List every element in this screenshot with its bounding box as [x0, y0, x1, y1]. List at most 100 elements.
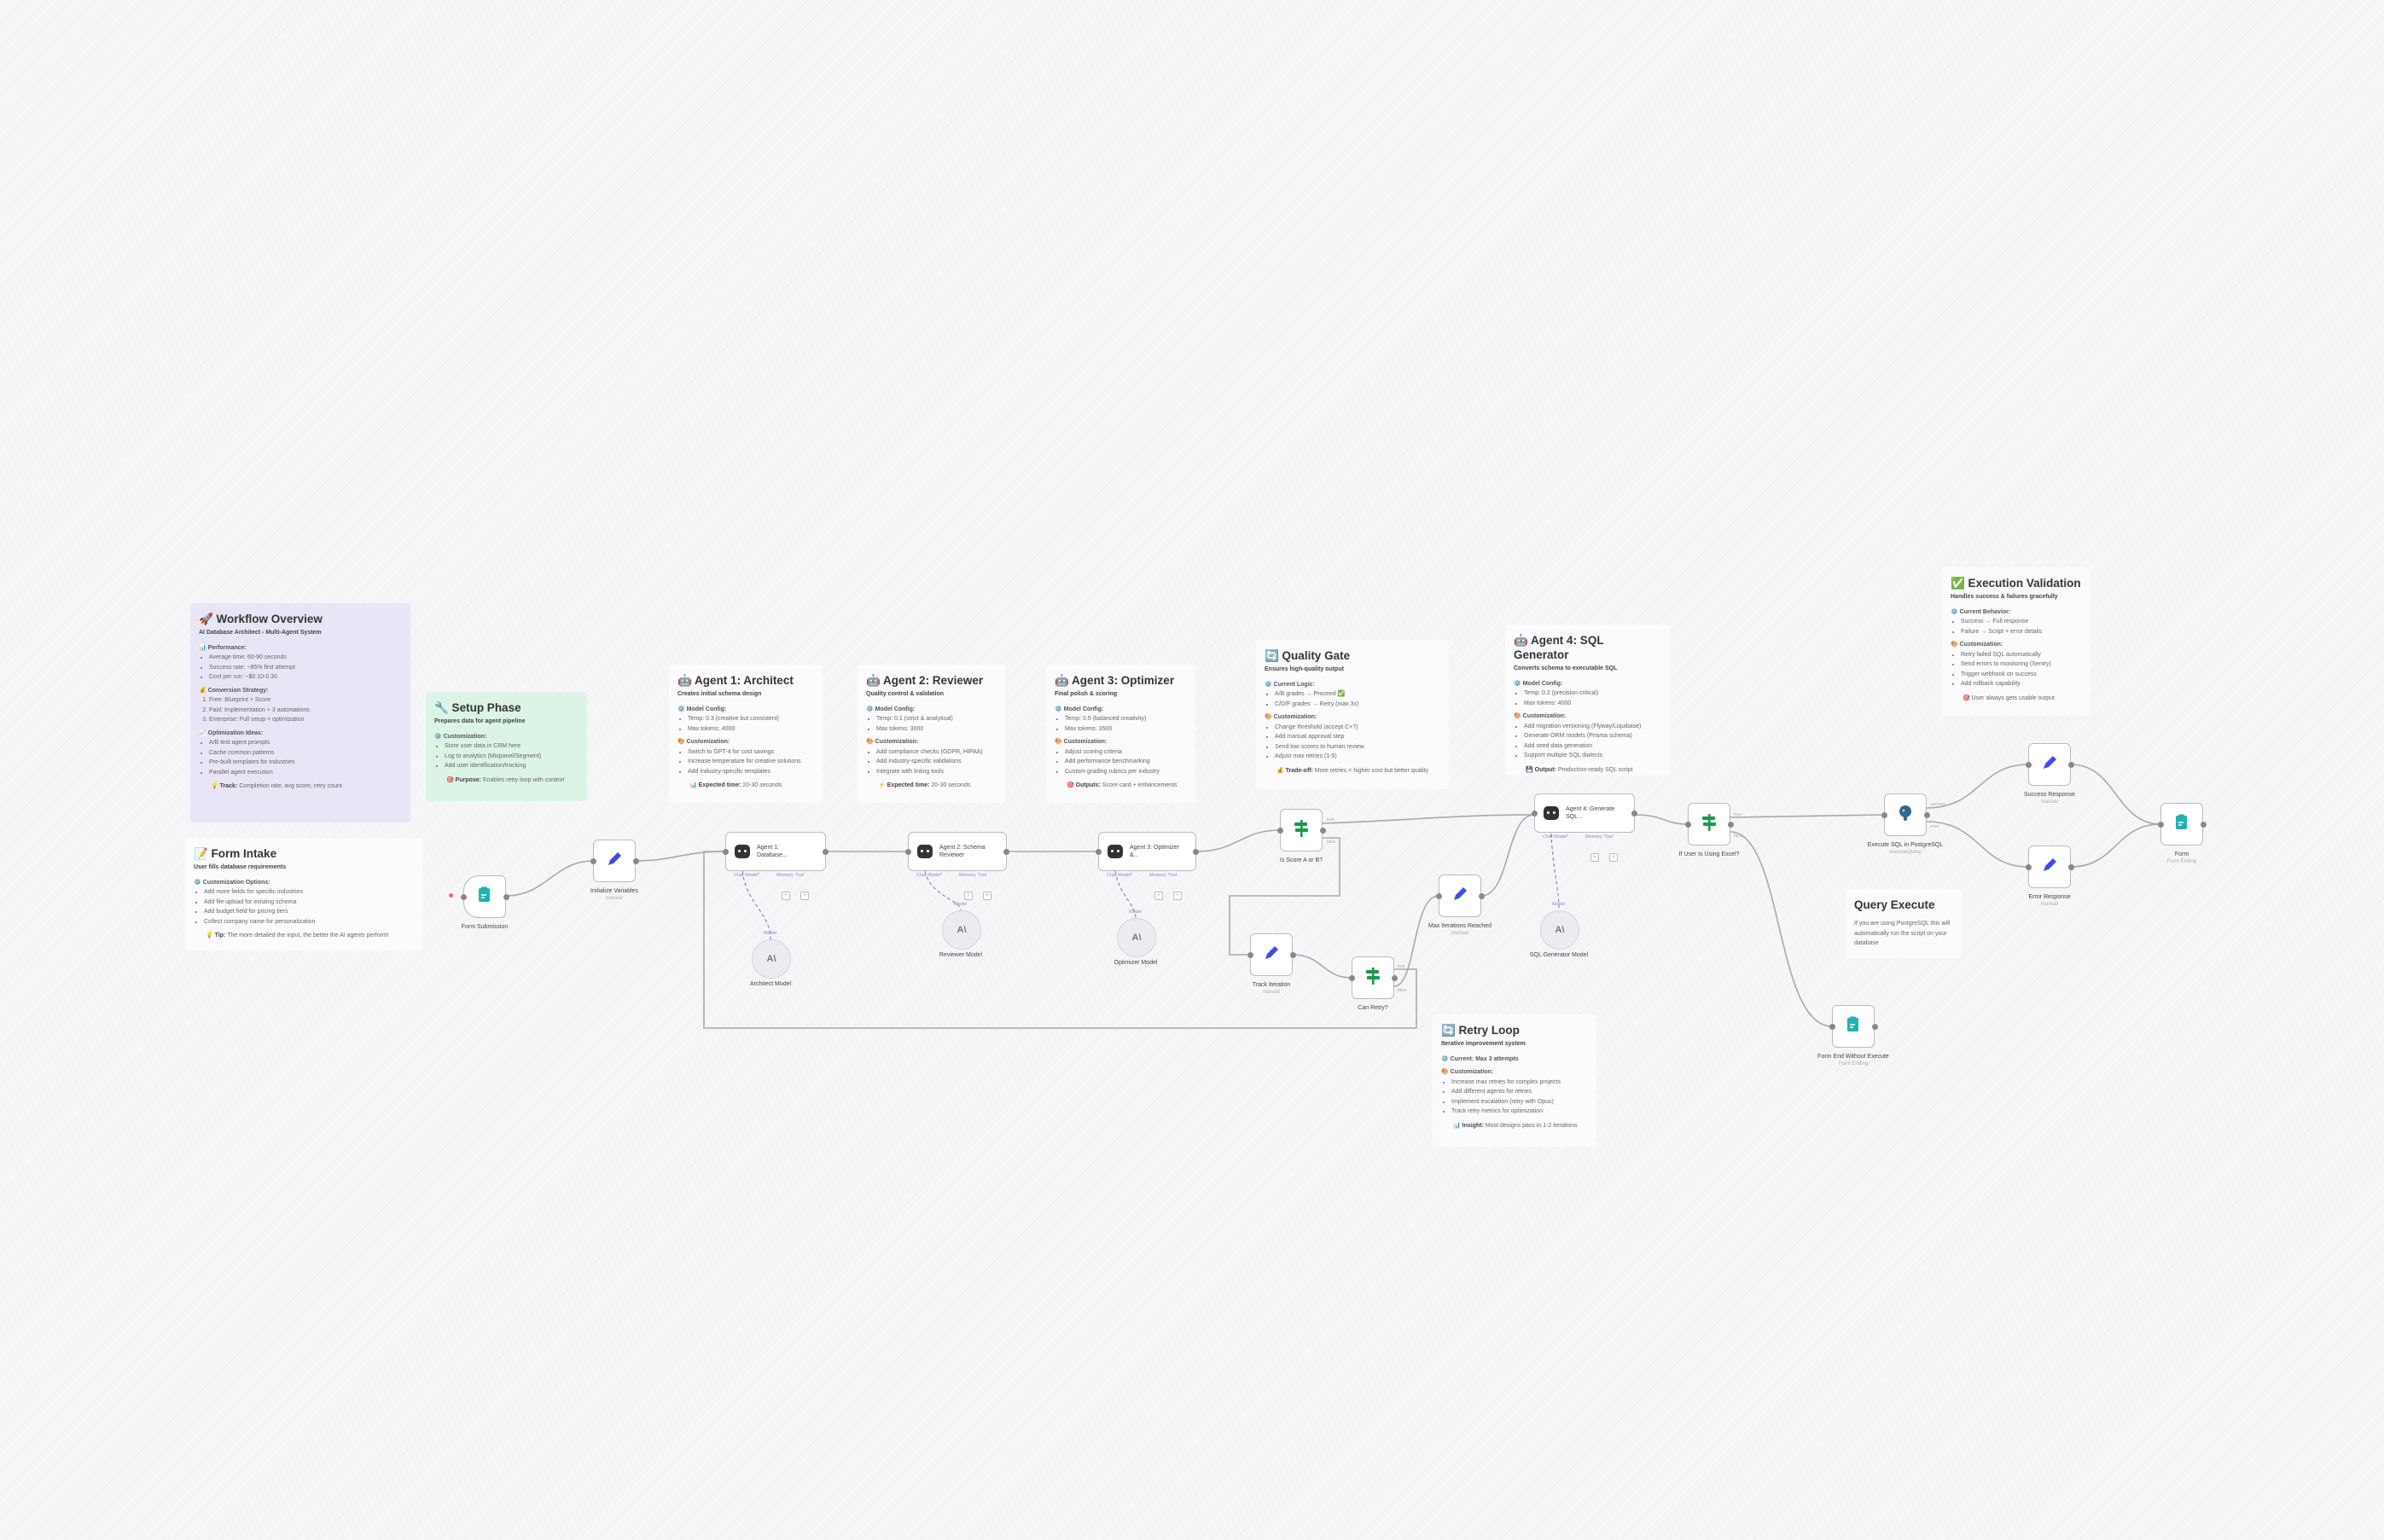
- output-handle[interactable]: [1003, 849, 1009, 855]
- port-chat-model[interactable]: Chat Model*: [916, 873, 943, 878]
- node-form-end[interactable]: [2160, 803, 2203, 846]
- sticky-note-setup[interactable]: 🔧 Setup Phase Prepares data for agent pip…: [426, 692, 587, 801]
- input-handle[interactable]: [1532, 811, 1538, 816]
- list-item: Average time: 60-90 seconds: [209, 653, 402, 663]
- input-handle[interactable]: [1881, 812, 1887, 818]
- sticky-note-overview[interactable]: 🚀 Workflow Overview AI Database Architect…: [190, 603, 410, 822]
- node-execute-sql[interactable]: [1884, 793, 1927, 836]
- node-can-retry[interactable]: [1352, 956, 1394, 999]
- input-handle[interactable]: [1277, 828, 1283, 834]
- node-if-user[interactable]: [1688, 803, 1730, 846]
- model-node-agent4[interactable]: A\: [1540, 910, 1579, 950]
- add-tool-button[interactable]: +: [1609, 853, 1618, 862]
- output-handle[interactable]: [1320, 828, 1326, 834]
- output-handle[interactable]: [1728, 822, 1734, 828]
- output-handle[interactable]: [1290, 952, 1296, 958]
- node-form-end-noexec[interactable]: [1832, 1005, 1875, 1048]
- port-tool[interactable]: Tool: [978, 873, 987, 878]
- input-handle[interactable]: [1829, 1024, 1835, 1030]
- edge-init-to-agent1: [635, 851, 726, 862]
- output-handle[interactable]: [633, 858, 639, 864]
- sticky-note-agent1[interactable]: 🤖 Agent 1: Architect Creates initial sche…: [669, 665, 823, 803]
- list-item: Add user identification/tracking: [445, 761, 579, 771]
- output-handle[interactable]: [1924, 812, 1930, 818]
- node-label: Initialize Variables manual: [555, 887, 674, 903]
- add-memory-button[interactable]: +: [964, 892, 973, 900]
- agent-node-agent2[interactable]: Agent 2: Schema Reviewer: [908, 832, 1007, 871]
- output-handle[interactable]: [1872, 1024, 1878, 1030]
- add-tool-button[interactable]: +: [800, 892, 809, 900]
- input-handle[interactable]: [905, 849, 911, 855]
- pencil-icon: [2039, 855, 2060, 880]
- node-label: Form Form Ending: [2122, 851, 2242, 866]
- sticky-footer: 💰 Trade-off: More retries = higher cost …: [1265, 766, 1440, 776]
- port-memory[interactable]: Memory: [959, 873, 976, 878]
- node-success[interactable]: [2028, 743, 2071, 786]
- add-tool-button[interactable]: +: [1173, 892, 1182, 900]
- add-tool-button[interactable]: +: [983, 892, 991, 900]
- footer-label: 🎯 Purpose:: [446, 776, 481, 783]
- port-tool[interactable]: Tool: [795, 873, 805, 878]
- input-handle[interactable]: [590, 858, 596, 864]
- signpost-icon: [1699, 812, 1719, 837]
- input-handle[interactable]: [461, 894, 467, 900]
- node-track[interactable]: [1250, 933, 1293, 976]
- port-chat-model[interactable]: Chat Model*: [1107, 873, 1133, 878]
- sticky-note-quality-gate[interactable]: 🔄 Quality Gate Ensures high-quality outpu…: [1256, 640, 1449, 789]
- output-handle[interactable]: [2068, 864, 2074, 870]
- output-handle[interactable]: [823, 849, 829, 855]
- sticky-note-agent4[interactable]: 🤖 Agent 4: SQL Generator Converts schema …: [1505, 625, 1670, 776]
- node-name: Max Iterations Reached: [1428, 923, 1491, 929]
- add-memory-button[interactable]: +: [1154, 892, 1163, 900]
- output-handle[interactable]: [1193, 849, 1199, 855]
- input-handle[interactable]: [1349, 975, 1355, 981]
- output-handle[interactable]: [503, 894, 509, 900]
- port-memory[interactable]: Memory: [1149, 873, 1166, 878]
- sticky-note-agent3[interactable]: 🤖 Agent 3: Optimizer Final polish & scori…: [1046, 665, 1195, 803]
- output-handle[interactable]: [2068, 762, 2074, 768]
- node-max-iter[interactable]: [1439, 875, 1481, 917]
- port-memory[interactable]: Memory: [1585, 834, 1602, 840]
- input-handle[interactable]: [1436, 893, 1442, 899]
- output-handle[interactable]: [1479, 893, 1485, 899]
- model-node-agent3[interactable]: A\: [1117, 918, 1156, 957]
- sticky-note-query[interactable]: Query Execute If you are using PostgreSQL…: [1846, 889, 1962, 958]
- add-memory-button[interactable]: +: [1590, 853, 1599, 862]
- port-chat-model[interactable]: Chat Model*: [734, 873, 760, 878]
- node-is-score[interactable]: [1280, 809, 1323, 851]
- output-handle[interactable]: [2201, 822, 2207, 828]
- footer-label: 💰 Trade-off:: [1276, 767, 1313, 774]
- node-form-submission[interactable]: [463, 875, 506, 918]
- sticky-note-form-intake[interactable]: 📝 Form Intake User fills database require…: [185, 838, 422, 950]
- input-handle[interactable]: [723, 849, 729, 855]
- output-handle[interactable]: [1631, 811, 1637, 816]
- input-handle[interactable]: [1685, 822, 1691, 828]
- node-init-vars[interactable]: [593, 840, 636, 882]
- sticky-note-retry[interactable]: 🔄 Retry Loop Iterative improvement system…: [1433, 1014, 1596, 1147]
- footer-label: 📊 Expected time:: [689, 782, 741, 788]
- add-memory-button[interactable]: +: [782, 892, 790, 900]
- edge-if-false-to-formend: [1730, 831, 1833, 1027]
- section-heading: ⚙️ Model Config:: [1055, 706, 1104, 712]
- postgres-icon: [1895, 803, 1916, 828]
- node-error[interactable]: [2028, 846, 2071, 888]
- model-node-agent2[interactable]: A\: [942, 910, 981, 950]
- input-handle[interactable]: [1247, 952, 1253, 958]
- port-memory[interactable]: Memory: [776, 873, 794, 878]
- port-tool[interactable]: Tool: [1168, 873, 1177, 878]
- agent-node-agent3[interactable]: Agent 3: Optimizer &...: [1098, 832, 1196, 871]
- port-tool[interactable]: Tool: [1604, 834, 1614, 840]
- output-handle[interactable]: [1392, 975, 1398, 981]
- input-handle[interactable]: [2026, 864, 2032, 870]
- section-list: Adjust scoring criteriaAdd performance b…: [1055, 747, 1187, 777]
- agent-node-agent1[interactable]: Agent 1: Database...: [725, 832, 826, 871]
- input-handle[interactable]: [1096, 849, 1102, 855]
- agent-node-agent4[interactable]: Agent 4: Generate SQL...: [1534, 793, 1635, 833]
- model-port-label: Model: [954, 902, 967, 907]
- input-handle[interactable]: [2026, 762, 2032, 768]
- model-node-agent1[interactable]: A\: [752, 939, 791, 979]
- port-chat-model[interactable]: Chat Model*: [1543, 834, 1569, 840]
- input-handle[interactable]: [2158, 822, 2164, 828]
- sticky-note-agent2[interactable]: 🤖 Agent 2: Reviewer Quality control & val…: [858, 665, 1005, 803]
- sticky-note-execution[interactable]: ✅ Execution Validation Handles success & …: [1942, 567, 2090, 716]
